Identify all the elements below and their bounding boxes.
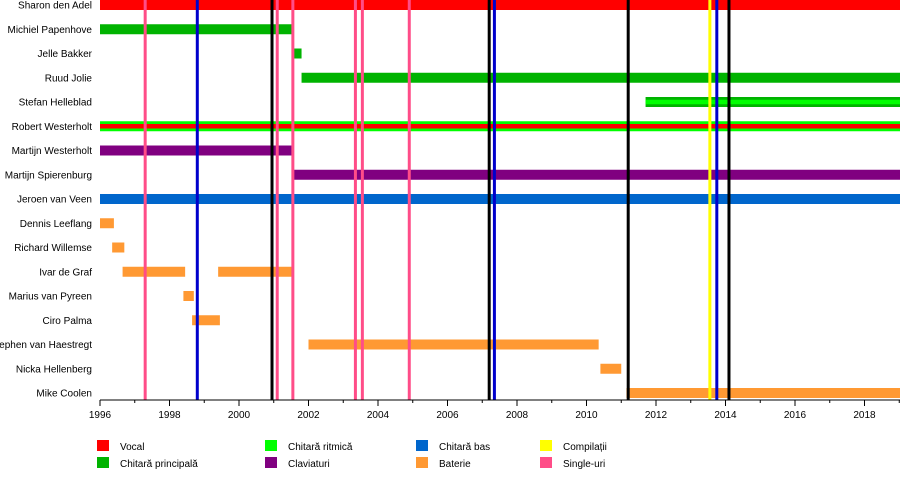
x-tick-label: 2000	[228, 410, 251, 421]
member-label: Martijn Westerholt	[12, 146, 93, 157]
legend-swatch-lead	[97, 457, 109, 468]
bar-mike-coolen-drums	[626, 388, 900, 398]
member-label: Nicka Hellenberg	[16, 364, 92, 375]
x-tick-label: 2016	[784, 410, 807, 421]
bar-richard-willemse-drums	[112, 242, 125, 253]
x-tick-label: 2014	[714, 410, 737, 421]
member-label: Stefan Helleblad	[19, 98, 92, 109]
member-bars	[100, 0, 900, 398]
bar-stefan-helleblad-rhythm	[645, 99, 900, 105]
legend-swatch-keys	[265, 457, 277, 468]
x-tick-label: 2002	[297, 410, 320, 421]
x-tick-label: 1996	[89, 410, 112, 421]
legend-label-rhythm: Chitară ritmică	[288, 442, 353, 453]
member-label: Jeroen van Veen	[17, 195, 92, 206]
legend-label-compilation: Compilații	[563, 442, 607, 453]
legend-swatch-drums	[416, 457, 428, 468]
member-label: Ivar de Graf	[39, 267, 92, 278]
bar-ivar-de-graf-drums	[218, 266, 293, 277]
legend-swatch-rhythm	[265, 440, 277, 451]
legend: Vocal Chitară principală Chitară ritmică Cl…	[97, 440, 607, 470]
bar-robert-westerholt-vocal	[100, 124, 900, 129]
bar-jelle-bakker-lead	[292, 48, 302, 59]
x-tick-label: 2008	[506, 410, 529, 421]
x-tick-label: 1998	[158, 410, 181, 421]
legend-label-keys: Claviaturi	[288, 459, 330, 470]
bar-stephen-van-haestregt-drums	[308, 339, 599, 350]
x-axis: 1996 1998 2000 2002 2004 2006 2008 2010 2012 2014…	[89, 399, 900, 421]
legend-label-lead: Chitară principală	[120, 459, 198, 470]
member-label: Richard Willemse	[14, 243, 92, 254]
member-label: Robert Westerholt	[12, 122, 93, 133]
legend-swatch-vocal	[97, 440, 109, 451]
legend-swatch-compilation	[540, 440, 552, 451]
legend-label-single: Single-uri	[563, 459, 605, 470]
legend-label-drums: Baterie	[439, 459, 471, 470]
member-label: Stephen van Haestregt	[0, 340, 92, 351]
member-labels: Sharon den Adel Michiel Papenhove Jelle Ba…	[0, 1, 93, 400]
member-label: Sharon den Adel	[18, 1, 92, 12]
member-label: Michiel Papenhove	[8, 25, 93, 36]
legend-label-bass: Chitară bas	[439, 442, 490, 453]
x-tick-label: 2006	[436, 410, 459, 421]
bar-martijn-spierenburg-keys	[292, 169, 900, 180]
bar-marius-van-pyreen-drums	[183, 291, 194, 301]
x-tick-label: 2004	[367, 410, 390, 421]
bar-ivar-de-graf-drums	[122, 266, 186, 277]
legend-label-vocal: Vocal	[120, 442, 144, 453]
release-lines	[143, 0, 731, 400]
legend-swatch-single	[540, 457, 552, 468]
x-tick-label: 2018	[853, 410, 876, 421]
legend-swatch-bass	[416, 440, 428, 451]
bar-nicka-hellenberg-drums	[600, 363, 622, 374]
member-label: Mike Coolen	[36, 389, 92, 400]
member-label: Ciro Palma	[43, 316, 93, 327]
bar-dennis-leeflang-drums	[100, 218, 114, 229]
bar-jeroen-van-veen-bass	[100, 194, 900, 204]
bar-ciro-palma-drums	[192, 315, 220, 326]
member-label: Marius van Pyreen	[9, 292, 92, 303]
bar-sharon-den-adel-vocal	[100, 0, 900, 10]
member-label: Ruud Jolie	[45, 73, 93, 84]
member-label: Jelle Bakker	[38, 49, 93, 60]
member-label: Dennis Leeflang	[20, 219, 92, 230]
bar-ruud-jolie-lead	[301, 72, 900, 83]
member-label: Martijn Spierenburg	[5, 170, 92, 181]
x-tick-label: 2012	[645, 410, 668, 421]
x-tick-label: 2010	[575, 410, 598, 421]
